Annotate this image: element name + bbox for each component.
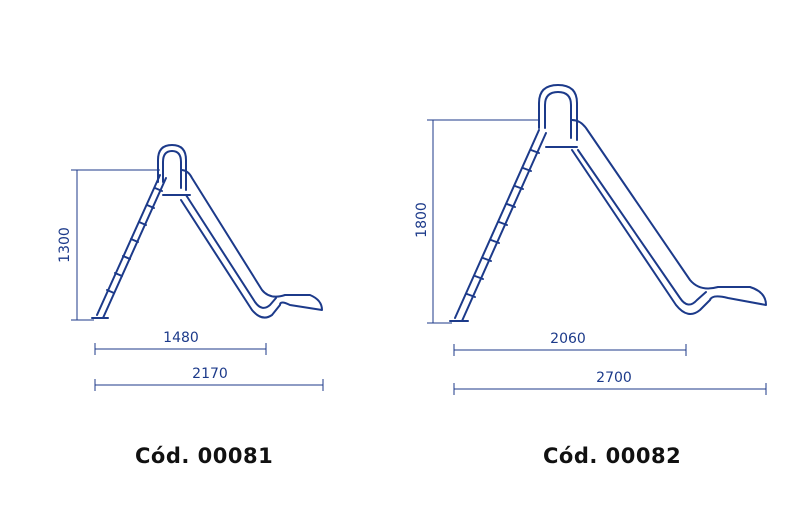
ladder-steps bbox=[466, 149, 540, 298]
handrail-loop bbox=[538, 84, 578, 141]
product-code-small: Cód. 00081 bbox=[135, 444, 274, 468]
ladder-rail bbox=[96, 174, 161, 316]
height-label-large: 1800 bbox=[414, 202, 430, 238]
handrail-loop bbox=[157, 144, 187, 191]
total-length-label-large: 2700 bbox=[596, 370, 632, 386]
dimensions-large bbox=[427, 119, 767, 395]
base-length-label-small: 1480 bbox=[163, 330, 199, 346]
ladder-steps bbox=[106, 187, 163, 294]
slide-chute bbox=[180, 169, 323, 319]
dimensions-small bbox=[71, 169, 324, 391]
ladder-rail bbox=[454, 129, 540, 319]
height-label-small: 1300 bbox=[57, 227, 73, 263]
slide-drawing-small bbox=[91, 144, 323, 319]
total-length-label-small: 2170 bbox=[192, 366, 228, 382]
base-length-label-large: 2060 bbox=[550, 331, 586, 347]
slide-drawing-large bbox=[449, 84, 767, 322]
product-code-large: Cód. 00082 bbox=[543, 444, 682, 468]
slide-chute bbox=[571, 119, 767, 315]
